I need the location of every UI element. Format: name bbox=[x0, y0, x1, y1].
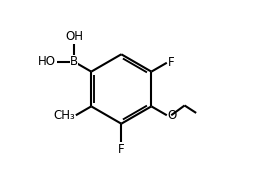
Text: CH₃: CH₃ bbox=[53, 109, 75, 122]
Text: OH: OH bbox=[65, 30, 83, 43]
Text: HO: HO bbox=[37, 55, 56, 68]
Text: F: F bbox=[168, 56, 174, 69]
Text: O: O bbox=[168, 109, 177, 122]
Text: B: B bbox=[70, 55, 78, 68]
Text: F: F bbox=[118, 143, 125, 156]
